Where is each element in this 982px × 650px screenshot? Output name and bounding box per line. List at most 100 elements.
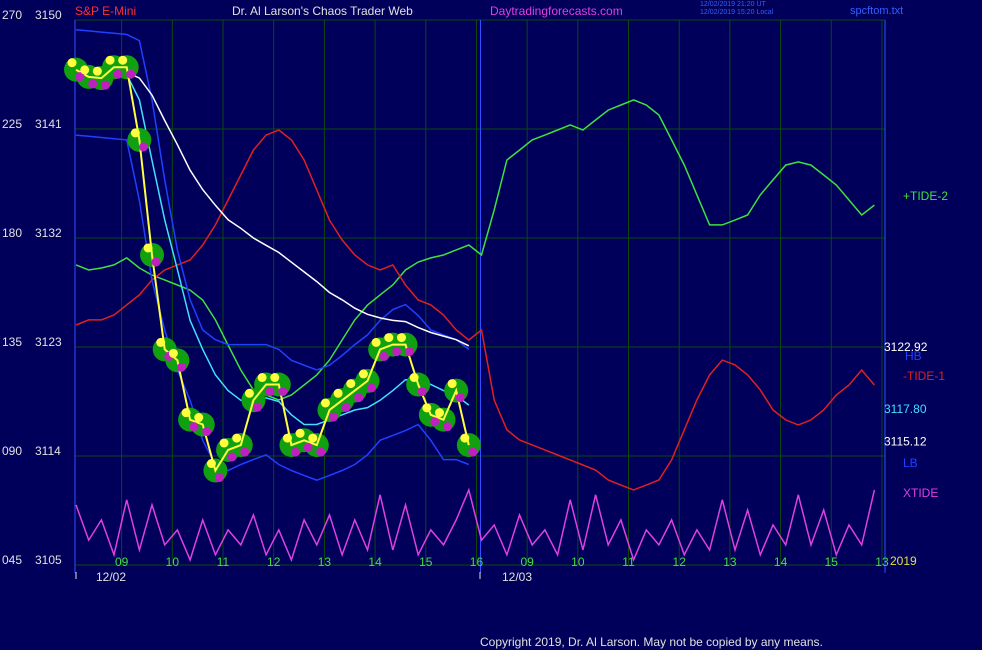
plot-area	[64, 19, 886, 573]
price-dot	[320, 398, 330, 408]
x-tick-label: 13	[723, 555, 737, 569]
year-label: 2019	[890, 554, 917, 568]
price-dot	[384, 333, 394, 343]
price-dot	[409, 373, 419, 383]
y2-tick-label: 270	[2, 8, 22, 22]
y-tick-label: 3141	[35, 117, 62, 131]
price-dot	[214, 473, 224, 483]
price-dot	[417, 387, 427, 397]
readout-label: 3117.80	[884, 402, 927, 416]
price-dot	[194, 413, 204, 423]
price-dot	[118, 55, 128, 65]
price-dot	[404, 347, 414, 357]
y2-tick-label: 180	[2, 226, 22, 240]
price-dot	[435, 408, 445, 418]
x-tick-label: 12	[267, 555, 281, 569]
average-line	[76, 71, 470, 426]
readout-label: 3122.92	[884, 340, 928, 354]
symbol: S&P E-Mini	[75, 4, 136, 18]
price-dot	[92, 66, 102, 76]
y-tick-label: 3114	[35, 444, 61, 458]
price-dot	[113, 69, 123, 79]
price-dot	[379, 351, 389, 361]
average-line	[75, 28, 470, 371]
price-dot	[240, 447, 250, 457]
price-dot	[443, 422, 453, 432]
price-dot	[371, 337, 381, 347]
price-dot	[252, 402, 262, 412]
price-dot	[80, 65, 90, 75]
price-dot	[346, 379, 356, 389]
file-name: spcftom.txt	[850, 5, 903, 17]
price-dot	[151, 257, 161, 267]
price-dot	[308, 433, 318, 443]
price-dot	[257, 373, 267, 383]
price-dot	[75, 72, 85, 82]
band-label: LB	[903, 456, 918, 470]
average-line	[76, 71, 470, 347]
price-dot	[189, 422, 199, 432]
price-dot	[295, 428, 305, 438]
price-dot	[303, 442, 313, 452]
price-dot	[460, 433, 470, 443]
price-dot	[143, 243, 153, 253]
price-dot	[328, 412, 338, 422]
price-dot	[358, 369, 368, 379]
y-tick-label: 3132	[35, 226, 62, 240]
price-dot	[206, 459, 216, 469]
tide-line	[75, 129, 875, 491]
price-dot	[290, 447, 300, 457]
price-dot	[265, 387, 275, 397]
price-dot	[354, 393, 364, 403]
price-dot	[138, 142, 148, 152]
x-tick-label: 10	[571, 555, 585, 569]
price-dot	[366, 383, 376, 393]
price-dot	[67, 58, 77, 68]
price-dot	[100, 80, 110, 90]
x-tick-label: 09	[520, 555, 534, 569]
price-dot	[447, 379, 457, 389]
timestamp: 12/02/2019 15:20 Local	[700, 9, 774, 16]
y-tick-label: 3105	[35, 553, 62, 567]
price-line	[75, 66, 470, 473]
price-dot	[105, 55, 115, 65]
price-dot	[270, 373, 280, 383]
price-dot	[88, 79, 98, 89]
x-tick-label: 15	[825, 555, 839, 569]
price-dot	[244, 388, 254, 398]
price-dot	[219, 438, 229, 448]
price-dot	[168, 348, 178, 358]
date-label: 12/03	[502, 570, 532, 584]
y-tick-label: 3123	[35, 335, 62, 349]
price-dot	[455, 393, 465, 403]
price-dot	[176, 362, 186, 372]
x-tick-label: 11	[622, 555, 635, 569]
timestamp: 12/02/2019 21:20 UT	[700, 1, 766, 8]
price-dot	[227, 452, 237, 462]
x-tick-label: 09	[115, 555, 129, 569]
price-dot	[282, 433, 292, 443]
y2-tick-label: 090	[2, 444, 22, 458]
tide-line	[75, 99, 875, 401]
site: Daytradingforecasts.com	[490, 4, 623, 18]
price-dot	[316, 447, 326, 457]
x-tick-label: 14	[368, 555, 382, 569]
price-dot	[468, 447, 478, 457]
band-label: HB	[905, 349, 922, 363]
price-dot	[130, 128, 140, 138]
y2-tick-label: 045	[2, 553, 22, 567]
copyright: Copyright 2019, Dr. Al Larson. May not b…	[480, 635, 823, 649]
price-dot	[422, 403, 432, 413]
series-label: -TIDE-1	[903, 369, 945, 383]
price-dot	[341, 402, 351, 412]
y2-tick-label: 225	[2, 117, 22, 131]
series-label: XTIDE	[903, 486, 938, 500]
price-dot	[278, 387, 288, 397]
price-dot	[202, 427, 212, 437]
tide-line	[75, 487, 876, 563]
average-line	[75, 134, 470, 482]
price-dot	[181, 408, 191, 418]
price-dot	[232, 433, 242, 443]
